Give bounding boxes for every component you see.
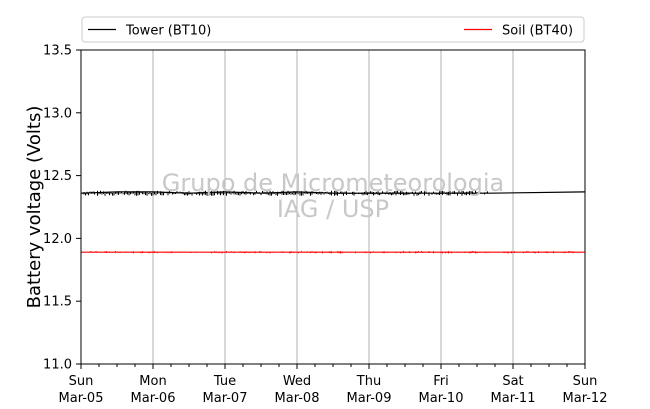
legend-frame xyxy=(81,16,585,43)
y-tick-label: 11.5 xyxy=(43,295,72,310)
x-tick-label-day: Thu xyxy=(356,374,381,389)
x-tick-label-day: Mon xyxy=(139,374,166,389)
x-tick-label-date: Mar-06 xyxy=(131,391,176,406)
x-axis: Sun Mar-05 Mon Mar-06 Tue Mar-07 Wed Mar-08 Thu M… xyxy=(59,364,608,406)
y-tick-label: 13.5 xyxy=(43,44,72,59)
x-tick-label-day: Fri xyxy=(433,374,449,389)
x-tick-label-date: Mar-07 xyxy=(203,391,248,406)
watermark-line-1: Grupo de Micrometeorologia xyxy=(162,169,504,197)
legend-label-tower: Tower (BT10) xyxy=(125,24,211,39)
x-tick-label-day: Sun xyxy=(69,374,94,389)
x-tick-label-date: Mar-12 xyxy=(563,391,608,406)
legend: Tower (BT10) Soil (BT40) xyxy=(81,16,585,43)
x-tick-label-date: Mar-11 xyxy=(491,391,536,406)
y-tick-label: 11.0 xyxy=(43,358,72,373)
y-tick-label: 13.0 xyxy=(43,106,72,121)
x-tick-label-day: Tue xyxy=(213,374,236,389)
watermark-line-2: IAG / USP xyxy=(277,195,389,223)
x-tick-label-date: Mar-08 xyxy=(275,391,320,406)
x-tick-label-date: Mar-09 xyxy=(347,391,392,406)
y-axis: 11.0 11.5 12.0 12.5 13.0 13.5 xyxy=(43,44,81,373)
x-tick-label-day: Wed xyxy=(283,374,311,389)
grid-lines xyxy=(152,50,514,364)
x-tick-label-day: Sat xyxy=(502,374,523,389)
x-tick-label-date: Mar-10 xyxy=(419,391,464,406)
watermark: Grupo de Micrometeorologia IAG / USP xyxy=(162,169,504,223)
x-tick-label-day: Sun xyxy=(573,374,598,389)
y-axis-label: Battery voltage (Volts) xyxy=(24,106,45,309)
legend-label-soil: Soil (BT40) xyxy=(502,24,573,39)
y-tick-label: 12.5 xyxy=(43,169,72,184)
y-tick-label: 12.0 xyxy=(43,232,72,247)
series-lines xyxy=(80,190,586,254)
x-tick-label-date: Mar-05 xyxy=(59,391,104,406)
